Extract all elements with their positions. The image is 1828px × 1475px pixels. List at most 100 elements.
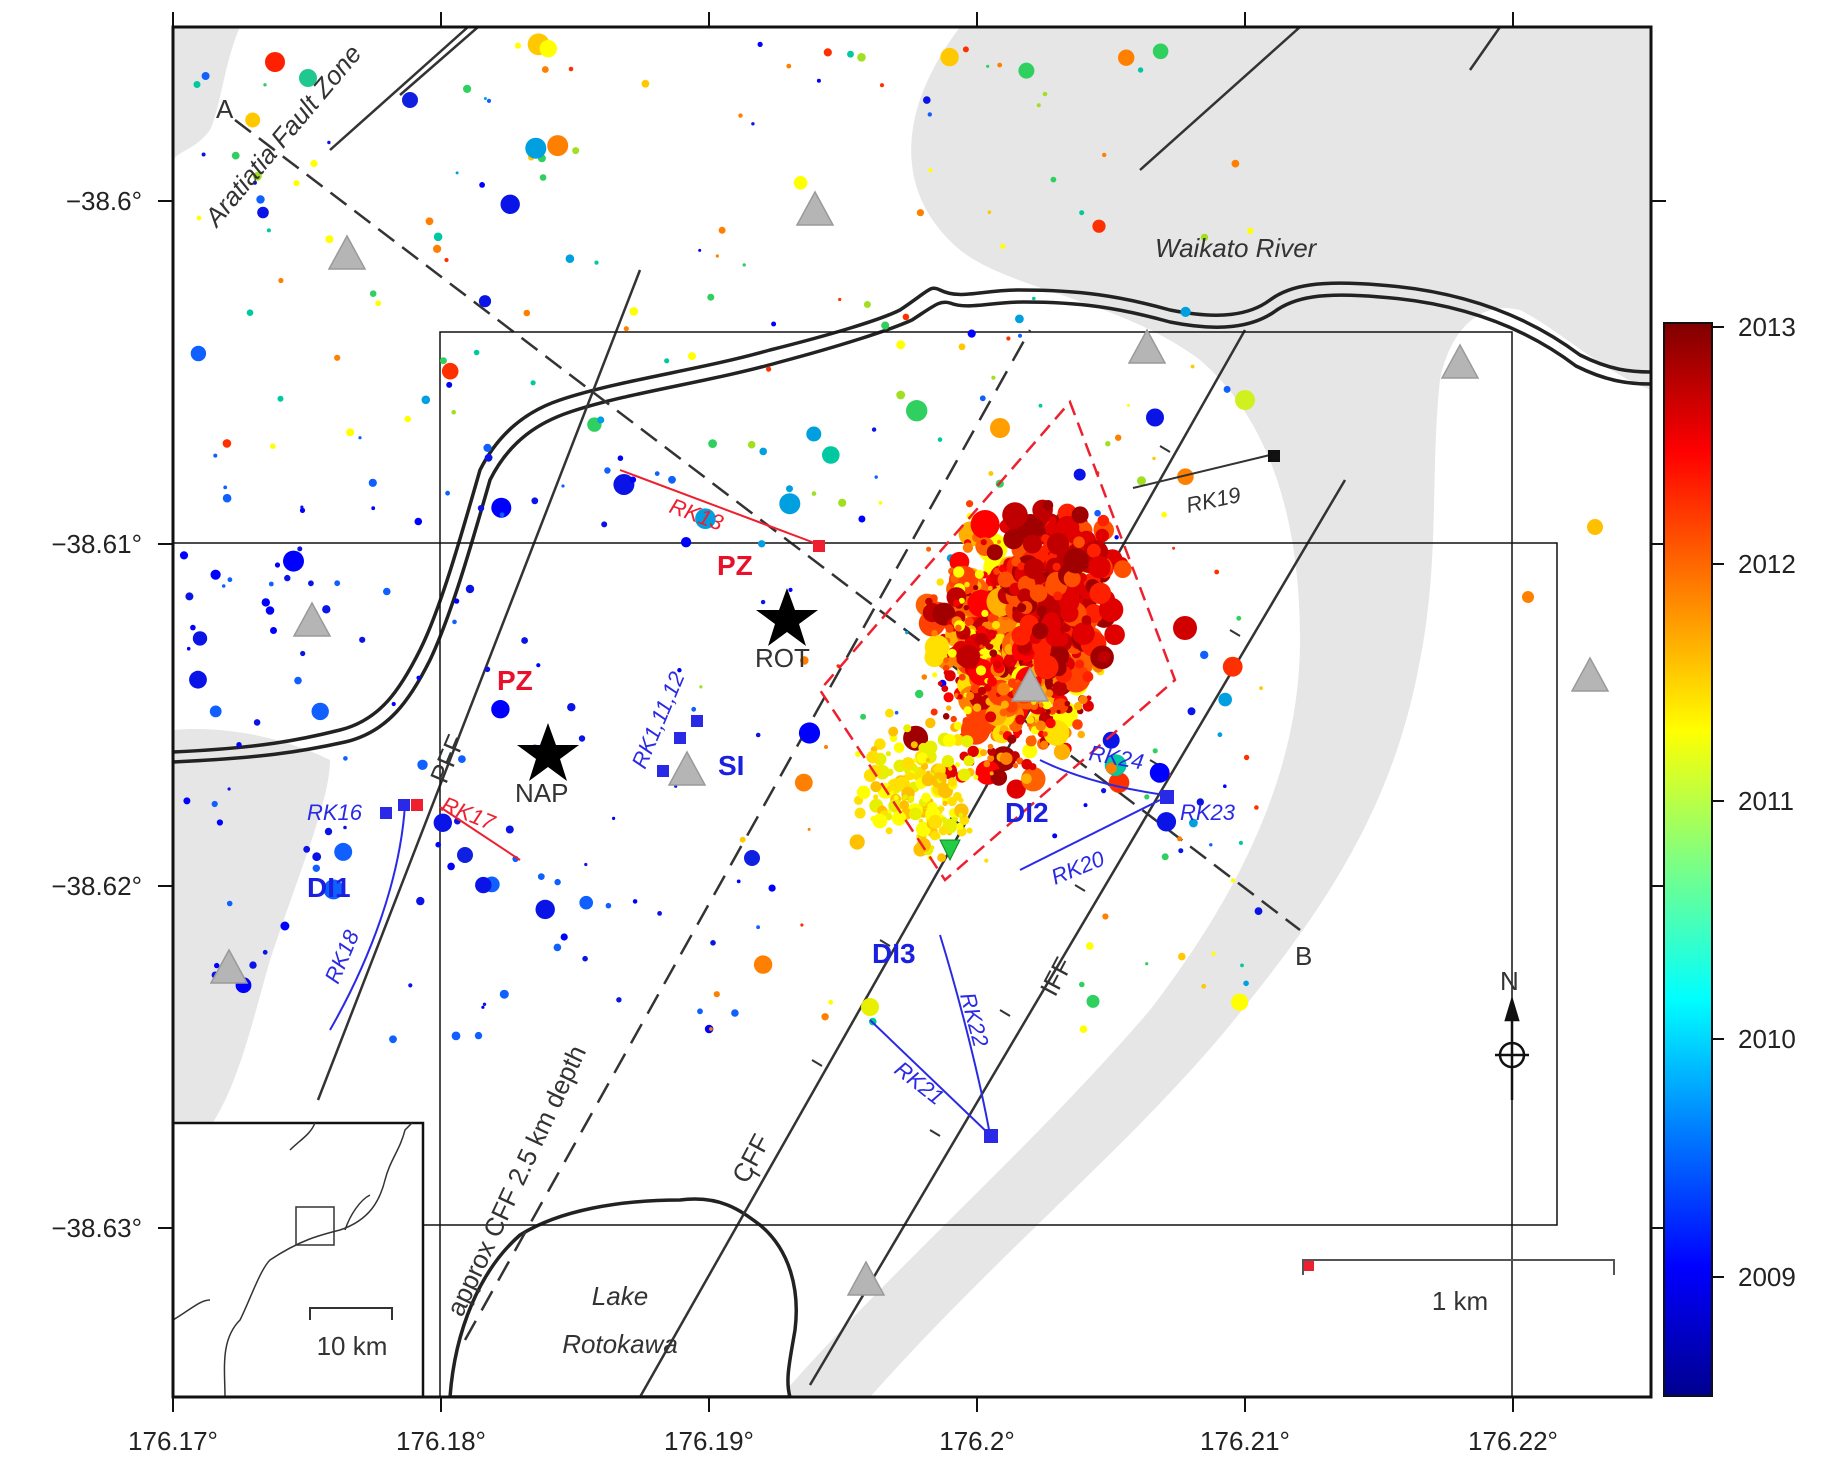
earthquake-dot	[604, 467, 611, 474]
earthquake-dot	[226, 900, 233, 907]
earthquake-dot	[245, 112, 261, 128]
earthquake-dot	[446, 381, 453, 388]
earthquake-dot	[236, 742, 242, 748]
earthquake-dot	[1072, 719, 1083, 730]
earthquake-dot	[942, 713, 950, 720]
earthquake-dot	[855, 751, 861, 757]
earthquake-dot	[211, 800, 218, 808]
earthquake-dot	[963, 755, 975, 767]
earthquake-dot	[988, 471, 994, 476]
pz-label-top: PZ	[717, 550, 753, 581]
colorbar: 2013 2012 2011 2010 2009	[1663, 312, 1796, 1397]
earthquake-dot	[786, 63, 792, 69]
earthquake-dot	[1235, 390, 1255, 410]
earthquake-dot	[957, 768, 971, 782]
earthquake-dot	[742, 263, 746, 267]
earthquake-dot	[938, 825, 948, 836]
profile-point-a: A	[216, 94, 234, 124]
earthquake-dot	[1231, 993, 1249, 1011]
earthquake-dot	[478, 295, 492, 308]
earthquake-dot	[1144, 794, 1150, 800]
earthquake-dot	[1022, 534, 1042, 554]
earthquake-dot	[953, 721, 962, 731]
earthquake-dot	[623, 326, 629, 332]
earthquake-dot	[1102, 731, 1120, 749]
earthquake-dot	[932, 766, 938, 772]
earthquake-dot	[299, 69, 317, 87]
earthquake-dot	[358, 436, 362, 440]
earthquake-dot	[1050, 176, 1057, 183]
earthquake-dot	[709, 1027, 713, 1031]
earthquake-dot	[1042, 500, 1054, 511]
earthquake-dot	[788, 587, 793, 593]
wellheads	[380, 450, 1314, 1271]
scale-bar-1km	[1302, 1259, 1615, 1275]
rot-label: ROT	[755, 643, 810, 673]
earthquake-dot	[710, 940, 716, 946]
scale-bar-label: 1 km	[1432, 1286, 1488, 1316]
earthquake-dot	[312, 852, 322, 862]
earthquake-dot	[1187, 707, 1196, 716]
earthquake-dot	[950, 715, 957, 723]
earthquake-dot	[909, 807, 922, 821]
earthquake-dot	[943, 692, 954, 703]
earthquake-dot	[451, 1031, 461, 1041]
earthquake-dot	[948, 766, 953, 771]
earthquake-dot	[300, 505, 304, 509]
earthquake-dot	[262, 949, 268, 955]
earthquake-dot	[201, 72, 210, 80]
earthquake-dot	[688, 352, 696, 361]
earthquake-dot	[579, 895, 593, 910]
colorbar-tick: 2012	[1738, 549, 1796, 579]
earthquake-dot	[535, 899, 555, 920]
earthquake-dot	[983, 760, 991, 768]
earthquake-dot	[947, 648, 957, 658]
earthquake-dot	[939, 806, 945, 812]
earthquake-dot	[294, 676, 302, 685]
earthquake-dot	[214, 962, 220, 969]
earthquake-dot	[915, 689, 924, 699]
earthquake-dot	[1052, 733, 1062, 744]
earthquake-dot	[903, 724, 912, 733]
earthquake-dot	[1073, 468, 1086, 481]
map-frame	[171, 25, 1653, 1399]
earthquake-dot	[731, 1009, 739, 1017]
earthquake-dot	[484, 666, 491, 673]
earthquake-dot	[560, 933, 568, 941]
earthquake-dot	[718, 226, 726, 234]
axis-ticks	[158, 12, 1666, 1412]
earthquake-dot	[962, 542, 974, 553]
earthquake-dot	[921, 674, 928, 680]
earthquake-dot	[987, 676, 998, 687]
earthquake-dot	[1083, 803, 1088, 808]
earthquake-dot	[190, 345, 207, 362]
earthquake-dot	[838, 498, 847, 507]
earthquake-dot	[986, 544, 1003, 561]
earthquake-dot	[755, 732, 761, 738]
lake-rotokawa	[448, 1197, 798, 1397]
earthquake-dot	[1045, 718, 1056, 729]
earthquake-dot	[481, 1005, 485, 1009]
earthquake-dot	[293, 180, 300, 187]
stimulation-zone-outline	[818, 399, 1177, 882]
earthquake-dot	[414, 517, 423, 526]
earthquake-dot	[310, 159, 318, 168]
earthquake-dot	[925, 757, 931, 763]
earthquake-dot	[1023, 558, 1045, 579]
earthquake-dot	[268, 581, 274, 587]
earthquake-dot	[874, 738, 886, 750]
earthquake-dot	[263, 83, 267, 87]
earthquake-dot	[1006, 336, 1011, 341]
earthquake-dot	[265, 52, 285, 72]
earthquake-dot	[1247, 227, 1254, 234]
earthquake-dot	[300, 650, 306, 657]
earthquake-dot	[253, 719, 261, 726]
earthquake-dot	[966, 827, 973, 834]
earthquake-dot	[963, 706, 972, 715]
earthquake-dot	[389, 1035, 397, 1044]
earthquake-dot	[866, 750, 880, 764]
earthquake-dot	[979, 644, 984, 649]
earthquake-dot	[954, 803, 969, 818]
earthquake-dot	[196, 215, 202, 221]
earthquake-dot	[231, 151, 240, 160]
